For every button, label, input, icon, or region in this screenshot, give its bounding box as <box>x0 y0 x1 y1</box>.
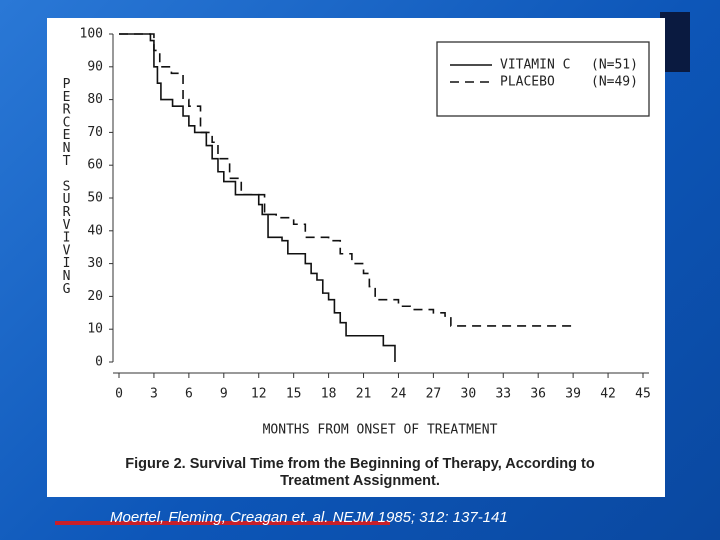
x-tick-label: 18 <box>321 387 337 402</box>
survival-curve <box>119 33 396 362</box>
x-tick-label: 6 <box>185 387 193 402</box>
y-tick-label: 20 <box>87 289 103 304</box>
legend-n: (N=51) <box>591 58 638 73</box>
survival-curve <box>119 33 574 327</box>
x-tick-label: 42 <box>600 387 616 402</box>
y-tick-label: 100 <box>80 27 103 42</box>
y-tick-label: 40 <box>87 223 103 238</box>
citation: Moertel, Fleming, Creagan et. al. NEJM 1… <box>110 509 508 526</box>
y-axis-label: PERCENT SURVIVING <box>59 77 74 295</box>
x-tick-label: 33 <box>495 387 511 402</box>
x-tick-label: 3 <box>150 387 158 402</box>
y-tick-label: 60 <box>87 158 103 173</box>
x-tick-label: 0 <box>115 387 123 402</box>
caption: Figure 2. Survival Time from the Beginni… <box>125 456 595 489</box>
y-tick-label: 80 <box>87 92 103 107</box>
legend-n: (N=49) <box>591 75 638 90</box>
x-tick-label: 21 <box>356 387 372 402</box>
legend-label: VITAMIN C <box>500 58 570 73</box>
corner-block <box>660 12 690 72</box>
x-tick-label: 45 <box>635 387 651 402</box>
legend-box <box>436 41 650 117</box>
y-tick-label: 0 <box>95 355 103 370</box>
figure-panel <box>47 18 665 497</box>
y-tick-label: 30 <box>87 256 103 271</box>
x-tick-label: 15 <box>286 387 302 402</box>
x-tick-label: 30 <box>461 387 477 402</box>
y-tick-label: 10 <box>87 322 103 337</box>
y-tick-label: 90 <box>87 59 103 74</box>
x-axis-label: MONTHS FROM ONSET OF TREATMENT <box>263 423 498 438</box>
x-tick-label: 27 <box>426 387 442 402</box>
y-tick-label: 50 <box>87 191 103 206</box>
x-tick-label: 39 <box>565 387 581 402</box>
x-tick-label: 12 <box>251 387 267 402</box>
y-tick-label: 70 <box>87 125 103 140</box>
accent-line <box>55 521 390 525</box>
x-tick-label: 9 <box>220 387 228 402</box>
x-tick-label: 36 <box>530 387 546 402</box>
legend-label: PLACEBO <box>500 75 555 90</box>
x-tick-label: 24 <box>391 387 407 402</box>
